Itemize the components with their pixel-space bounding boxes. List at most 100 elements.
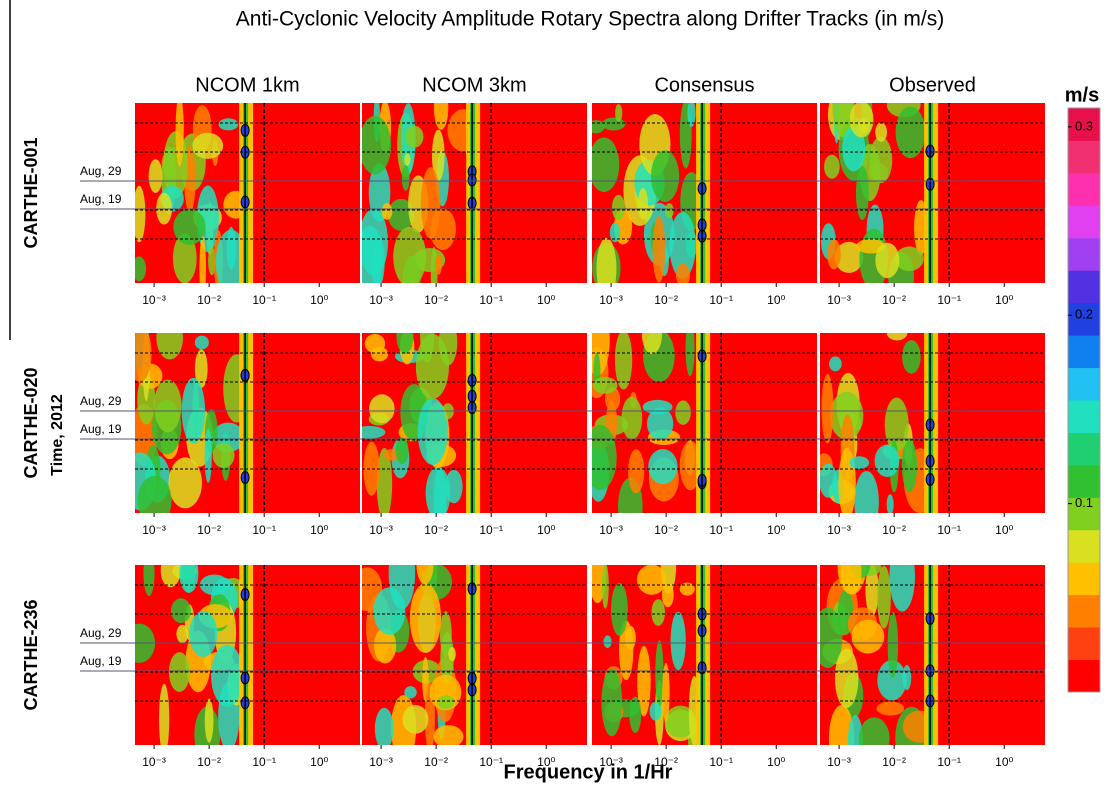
row-label: CARTHE-001 xyxy=(21,137,41,248)
contour-blob xyxy=(685,333,695,377)
colorbar-frame xyxy=(1067,107,1101,693)
contour-blob xyxy=(652,216,666,283)
date-label: Aug, 29 xyxy=(80,394,122,408)
contour-blob xyxy=(160,565,181,588)
contour-blobs xyxy=(362,565,481,745)
contour-blob xyxy=(592,137,620,192)
contour-blob xyxy=(820,463,838,498)
contour-blob xyxy=(172,233,197,283)
x-tick-label: 10⁰ xyxy=(310,755,328,769)
contour-blob xyxy=(199,235,206,283)
x-tick-label: 10⁻¹ xyxy=(252,755,276,769)
panel: 10⁻³ 10⁻² 10⁻¹ 10⁰ xyxy=(362,565,587,769)
contour-blob xyxy=(404,153,411,166)
contour-blob xyxy=(179,565,199,593)
x-tick-label: 10⁻² xyxy=(882,293,906,307)
contour-blob xyxy=(194,349,208,389)
contour-blob xyxy=(869,136,893,184)
x-tick-label: 10⁻² xyxy=(882,523,906,537)
contour-blob xyxy=(646,407,674,440)
contour-blob xyxy=(433,725,464,745)
contour-blob xyxy=(409,583,442,653)
date-label: Aug, 29 xyxy=(80,626,122,640)
contour-blob xyxy=(199,574,229,596)
contour-blob xyxy=(402,705,429,734)
x-tick-label: 10⁰ xyxy=(767,293,785,307)
colorbar-segment xyxy=(1068,529,1100,563)
contour-blob xyxy=(137,475,172,513)
x-tick-label: 10⁻³ xyxy=(827,523,851,537)
contour-blob xyxy=(168,652,190,692)
contour-blob xyxy=(171,598,191,624)
x-tick-label: 10⁰ xyxy=(995,523,1013,537)
x-tick-label: 10⁻³ xyxy=(142,293,166,307)
contour-blob xyxy=(661,582,674,608)
contour-blob xyxy=(592,424,617,491)
x-tick-label: 10⁻¹ xyxy=(479,293,503,307)
contour-blob xyxy=(851,619,885,654)
contour-blob xyxy=(662,663,670,723)
colorbar-segment xyxy=(1068,302,1100,336)
x-tick-label: 10⁻¹ xyxy=(709,293,733,307)
contour-blob xyxy=(675,400,691,425)
contour-blob xyxy=(415,333,449,400)
contour-blob xyxy=(135,333,152,383)
contour-blob xyxy=(362,115,392,175)
contour-blob xyxy=(592,120,605,134)
x-tick-label: 10⁻³ xyxy=(142,755,166,769)
contour-blob xyxy=(655,640,664,708)
contour-blob xyxy=(194,335,209,350)
x-tick-label: 10⁻² xyxy=(197,293,221,307)
contour-blob xyxy=(192,132,224,159)
x-tick-label: 10⁻³ xyxy=(599,293,623,307)
colorbar-segment xyxy=(1068,367,1100,401)
x-tick-label: 10⁻² xyxy=(424,523,448,537)
contour-blob xyxy=(649,701,662,721)
contour-blob xyxy=(625,625,636,650)
contour-blob xyxy=(168,457,202,509)
column-header: Observed xyxy=(889,74,976,96)
contour-blob xyxy=(609,222,621,243)
contour-blob xyxy=(374,707,394,745)
contour-blob xyxy=(679,441,702,491)
x-tick-label: 10⁰ xyxy=(310,523,328,537)
x-tick-label: 10⁻¹ xyxy=(252,293,276,307)
contour-blob xyxy=(641,333,663,355)
contour-blob xyxy=(855,165,869,221)
contour-blob xyxy=(592,376,618,394)
contour-blob xyxy=(601,565,609,609)
x-tick-label: 10⁰ xyxy=(995,755,1013,769)
contour-blob xyxy=(865,565,879,616)
panel: 10⁻³ 10⁻² 10⁻¹ 10⁰ xyxy=(820,103,1045,307)
contour-blob xyxy=(679,582,695,596)
contour-blob xyxy=(208,246,216,276)
contour-blob xyxy=(420,167,441,239)
contour-blob xyxy=(430,246,438,283)
contour-blob xyxy=(173,209,206,245)
y-axis-label: Time, 2012 xyxy=(49,394,66,476)
panel: 10⁻³ 10⁻² 10⁻¹ 10⁰ xyxy=(135,565,360,769)
colorbar-segment xyxy=(1068,108,1100,141)
colorbar-segment xyxy=(1068,237,1100,271)
contour-blob xyxy=(376,447,393,513)
contour-blob xyxy=(189,610,218,657)
colorbar-segment xyxy=(1068,659,1100,693)
contour-blob xyxy=(615,104,623,122)
x-tick-label: 10⁻¹ xyxy=(937,523,961,537)
contour-blob xyxy=(135,256,147,282)
colorbar-segment xyxy=(1068,432,1100,466)
colorbar-title: m/s xyxy=(1065,84,1099,106)
panel: 10⁻³ 10⁻² 10⁻¹ 10⁰ xyxy=(820,565,1045,769)
contour-blob xyxy=(895,106,926,159)
x-tick-label: 10⁻³ xyxy=(827,755,851,769)
x-tick-label: 10⁻³ xyxy=(142,523,166,537)
contour-blob xyxy=(827,239,841,270)
contour-blob xyxy=(884,397,909,452)
contour-blob xyxy=(135,185,146,243)
date-label: Aug, 29 xyxy=(80,164,122,178)
x-tick-label: 10⁻² xyxy=(197,755,221,769)
contour-blob xyxy=(842,126,866,172)
contour-blob xyxy=(211,644,244,707)
date-label: Aug, 19 xyxy=(80,422,122,436)
panel: 10⁻³ 10⁻² 10⁻¹ 10⁰ xyxy=(362,103,587,307)
